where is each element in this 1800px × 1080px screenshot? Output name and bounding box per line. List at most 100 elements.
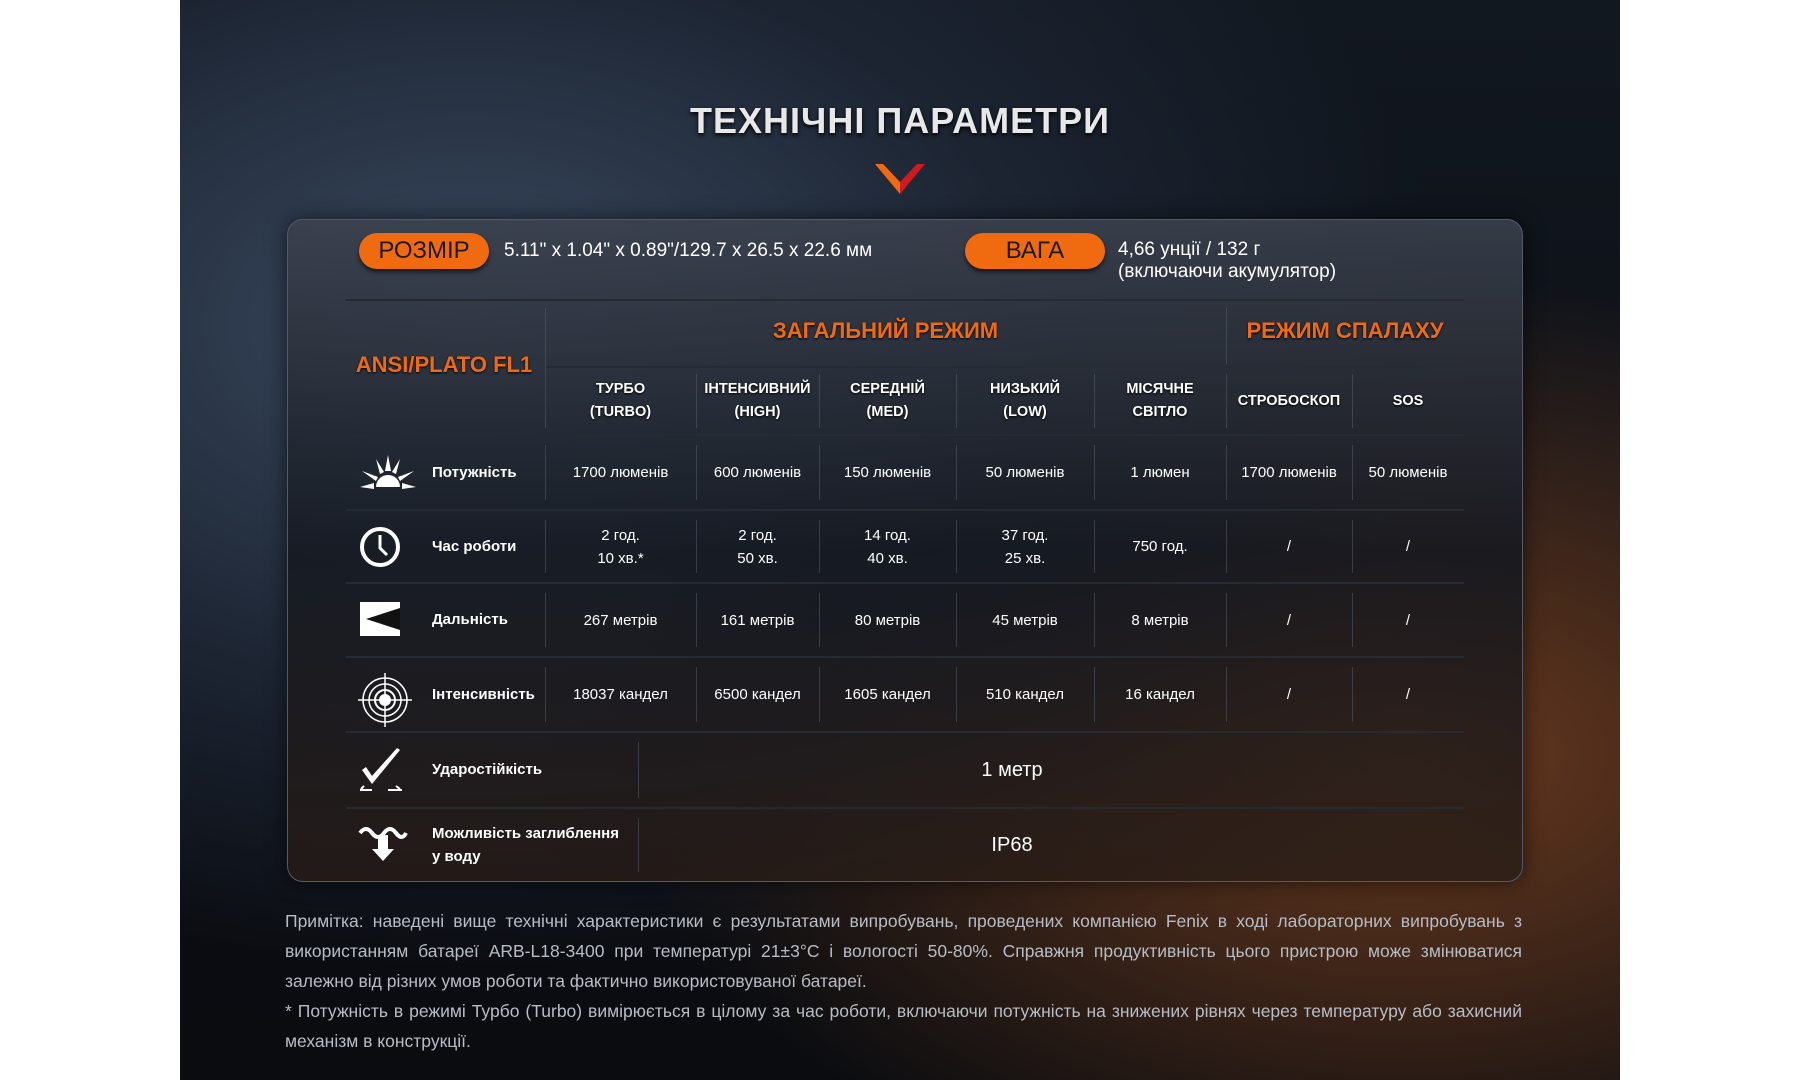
water-submersion-icon	[358, 823, 408, 868]
group-flash-header: РЕЖИМ СПАЛАХУ	[1246, 318, 1444, 343]
column-separator	[545, 520, 546, 573]
cell-text: 1605 кандел	[844, 686, 931, 703]
column-separator	[545, 593, 546, 647]
column-separator	[956, 445, 957, 500]
column-header: ТУРБО (TURBO)	[545, 372, 696, 430]
row-label: Можливість заглиблення у воду	[432, 822, 619, 868]
column-header-line: НИЗЬКИЙ	[989, 381, 1061, 397]
cell-text: 10 хв.*	[597, 549, 644, 567]
table-cell: 2 год. 50 хв.	[696, 510, 819, 583]
column-separator	[1094, 374, 1095, 428]
table-cell: 750 год.	[1094, 510, 1226, 583]
table-cell: 2 год. 10 хв.*	[545, 510, 696, 583]
column-separator	[956, 520, 957, 573]
column-separator	[696, 374, 697, 428]
table-cell: 50 люменів	[1352, 435, 1464, 510]
table-cell: 267 метрів	[545, 583, 696, 657]
cell-text: 50 люменів	[1368, 464, 1448, 481]
table-cell: /	[1226, 657, 1352, 732]
cell-text: 14 год.	[864, 526, 911, 544]
column-header-line: (LOW)	[1003, 404, 1047, 420]
column-separator	[1094, 593, 1095, 647]
table-cell: 600 люменів	[696, 435, 819, 510]
target-icon	[358, 672, 412, 732]
cell-text: 600 люменів	[713, 464, 802, 481]
column-separator	[545, 667, 546, 722]
cell-text: /	[1286, 611, 1292, 629]
divider	[346, 656, 1464, 658]
column-separator	[819, 374, 820, 428]
column-separator	[1352, 667, 1353, 722]
clock-icon	[358, 525, 402, 574]
cell-text: /	[1405, 611, 1411, 629]
chevron-down-icon	[875, 164, 925, 194]
specs-panel	[287, 219, 1523, 882]
column-header-line: (TURBO)	[589, 404, 652, 420]
cell-text: 80 метрів	[854, 611, 921, 629]
column-separator	[819, 593, 820, 647]
cell-text: 1 люмен	[1130, 464, 1190, 481]
wide-row-value: IP68	[991, 833, 1033, 856]
column-separator	[1094, 445, 1095, 500]
column-separator	[819, 667, 820, 722]
row-label-line: Можливість заглиблення	[432, 825, 619, 842]
table-cell: /	[1226, 510, 1352, 583]
row-label: Час роботи	[432, 537, 517, 555]
table-cell: 6500 кандел	[696, 657, 819, 732]
cell-text: 1700 люменів	[1241, 464, 1337, 481]
divider	[545, 366, 1464, 368]
table-cell: 1700 люменів	[1226, 435, 1352, 510]
table-cell: 8 метрів	[1094, 583, 1226, 657]
column-header-line: (HIGH)	[734, 404, 781, 420]
divider	[346, 299, 1464, 301]
column-separator	[1226, 593, 1227, 647]
cell-text: 6500 кандел	[714, 686, 801, 703]
column-header-line: ТУРБО	[595, 381, 646, 397]
table-cell: 80 метрів	[819, 583, 956, 657]
cell-text: 150 люменів	[843, 464, 932, 481]
column-separator	[696, 520, 697, 573]
cell-text: 750 год.	[1132, 538, 1188, 555]
row-label: Дальність	[432, 611, 508, 628]
column-separator	[696, 667, 697, 722]
cell-text: 18037 кандел	[573, 686, 668, 703]
column-separator	[956, 374, 957, 428]
cell-text: 161 метрів	[720, 611, 795, 629]
cell-text: 267 метрів	[583, 611, 658, 629]
column-header: СТРОБОСКОП	[1226, 372, 1352, 430]
cell-text: /	[1286, 686, 1292, 703]
cell-text: 25 хв.	[1004, 549, 1046, 567]
column-separator	[819, 520, 820, 573]
cell-text: 45 метрів	[992, 611, 1058, 629]
divider	[346, 509, 1464, 511]
table-cell: /	[1352, 510, 1464, 583]
column-separator	[1352, 520, 1353, 573]
column-header-line: SOS	[1392, 392, 1424, 409]
column-separator	[1094, 667, 1095, 722]
cell-text: 1700 люменів	[572, 464, 669, 481]
column-header-line: МІСЯЧНЕ	[1126, 381, 1194, 397]
size-badge: РОЗМІР	[359, 233, 489, 269]
row-label-line: Ударостійкість	[432, 761, 543, 778]
cell-text: /	[1405, 538, 1411, 555]
row-label: Ударостійкість	[432, 758, 542, 781]
column-header: СЕРЕДНІЙ (MED)	[819, 372, 956, 430]
column-header-line: ІНТЕНСИВНИЙ	[704, 381, 811, 397]
impact-check-icon	[358, 748, 408, 797]
column-separator	[1352, 374, 1353, 428]
table-cell: 18037 кандел	[545, 657, 696, 732]
cell-text: 2 год.	[601, 526, 640, 544]
table-cell: /	[1352, 657, 1464, 732]
column-separator	[638, 742, 639, 798]
table-cell: 161 метрів	[696, 583, 819, 657]
cell-text: /	[1286, 538, 1292, 555]
table-cell: /	[1226, 583, 1352, 657]
divider	[346, 582, 1464, 584]
column-header-line: СВІТЛО	[1132, 404, 1188, 420]
standard-label: ANSI/PLATO FL1	[355, 352, 533, 377]
cell-text: 37 год.	[1001, 526, 1049, 544]
column-header-line: (MED)	[866, 404, 909, 420]
row-label: Інтенсивність	[432, 685, 535, 703]
divider	[346, 434, 1464, 436]
cell-text: /	[1405, 686, 1411, 703]
